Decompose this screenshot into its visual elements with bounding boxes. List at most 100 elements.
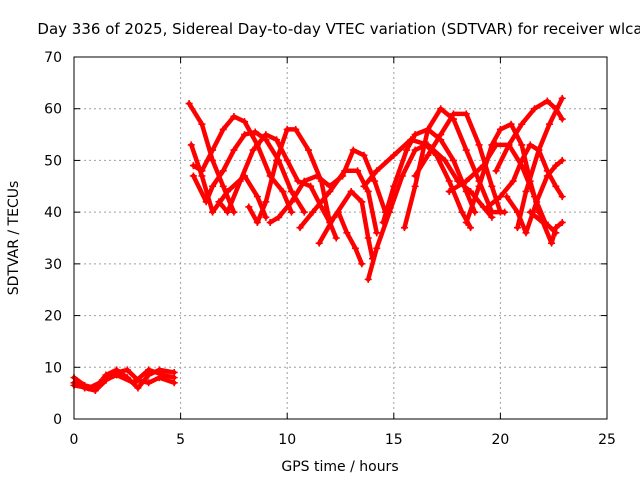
data-point bbox=[513, 224, 521, 232]
data-point bbox=[351, 244, 359, 252]
data-point bbox=[533, 198, 541, 206]
data-point bbox=[411, 146, 419, 154]
chart-title: Day 336 of 2025, Sidereal Day-to-day VTE… bbox=[37, 20, 640, 38]
data-point bbox=[294, 177, 302, 185]
data-point bbox=[462, 146, 470, 154]
data-point bbox=[198, 120, 206, 128]
x-tick-label: 0 bbox=[70, 432, 79, 448]
data-point bbox=[253, 193, 261, 201]
series-arc-19 bbox=[503, 156, 566, 237]
x-tick-label: 5 bbox=[176, 432, 185, 448]
data-point bbox=[251, 128, 259, 136]
series-arc-13 bbox=[360, 136, 496, 221]
data-point bbox=[360, 182, 368, 190]
data-point bbox=[219, 125, 227, 133]
data-point bbox=[543, 97, 551, 105]
data-point bbox=[296, 224, 304, 232]
data-point bbox=[360, 151, 368, 159]
data-point bbox=[462, 177, 470, 185]
data-point bbox=[522, 187, 530, 195]
data-point bbox=[548, 239, 556, 247]
data-point bbox=[215, 198, 223, 206]
data-point bbox=[390, 151, 398, 159]
data-point bbox=[507, 120, 515, 128]
x-tick-label: 15 bbox=[385, 432, 403, 448]
data-point bbox=[531, 105, 539, 113]
data-point bbox=[273, 156, 281, 164]
data-point bbox=[130, 379, 138, 387]
y-tick-label: 60 bbox=[44, 102, 62, 118]
series-arc-22 bbox=[526, 208, 566, 247]
data-point bbox=[292, 125, 300, 133]
data-point bbox=[273, 136, 281, 144]
data-point bbox=[334, 208, 342, 216]
data-point bbox=[364, 234, 372, 242]
data-point bbox=[160, 371, 168, 379]
data-point bbox=[543, 172, 551, 180]
data-point bbox=[287, 187, 295, 195]
series-line bbox=[361, 137, 495, 220]
plot-frame bbox=[73, 56, 608, 420]
data-point bbox=[189, 162, 197, 170]
data-point bbox=[145, 366, 153, 374]
series-arc-21 bbox=[492, 97, 566, 175]
y-tick-label: 50 bbox=[44, 153, 62, 169]
data-point bbox=[305, 146, 313, 154]
series-arc-15 bbox=[411, 110, 504, 216]
data-point bbox=[266, 218, 274, 226]
data-point bbox=[558, 115, 566, 123]
series-arc-10 bbox=[334, 208, 366, 268]
x-axis-label: GPS time / hours bbox=[281, 459, 398, 475]
data-point bbox=[445, 187, 453, 195]
data-point bbox=[326, 187, 334, 195]
y-tick-label: 70 bbox=[44, 50, 62, 66]
data-point bbox=[492, 167, 500, 175]
data-point bbox=[358, 260, 366, 268]
data-point bbox=[315, 239, 323, 247]
data-point bbox=[245, 203, 253, 211]
data-point bbox=[535, 208, 543, 216]
data-point bbox=[558, 156, 566, 164]
data-point bbox=[236, 177, 244, 185]
data-point bbox=[488, 208, 496, 216]
y-tick-label: 40 bbox=[44, 205, 62, 221]
data-point bbox=[113, 371, 121, 379]
data-point bbox=[411, 131, 419, 139]
data-point bbox=[458, 208, 466, 216]
data-point bbox=[441, 156, 449, 164]
data-point bbox=[219, 182, 227, 190]
data-point bbox=[373, 167, 381, 175]
data-point bbox=[262, 131, 270, 139]
y-tick-label: 30 bbox=[44, 257, 62, 273]
data-point bbox=[253, 218, 261, 226]
data-point bbox=[313, 172, 321, 180]
data-point bbox=[283, 125, 291, 133]
data-point bbox=[471, 208, 479, 216]
data-point bbox=[449, 156, 457, 164]
data-point bbox=[341, 167, 349, 175]
data-point bbox=[209, 182, 217, 190]
data-point bbox=[454, 177, 462, 185]
data-point bbox=[403, 146, 411, 154]
data-point bbox=[96, 379, 104, 387]
data-point bbox=[185, 100, 193, 108]
data-point bbox=[241, 118, 249, 126]
data-point bbox=[224, 187, 232, 195]
series-arc-9 bbox=[315, 187, 376, 263]
grid bbox=[74, 57, 607, 419]
series-line bbox=[412, 111, 503, 215]
data-point bbox=[283, 156, 291, 164]
data-point bbox=[424, 151, 432, 159]
series-line bbox=[336, 209, 365, 267]
data-point bbox=[449, 110, 457, 118]
data-point bbox=[85, 384, 93, 392]
data-point bbox=[347, 187, 355, 195]
data-point bbox=[400, 224, 408, 232]
data-point bbox=[488, 141, 496, 149]
data-point bbox=[518, 156, 526, 164]
data-point bbox=[552, 182, 560, 190]
data-point bbox=[309, 208, 317, 216]
data-point bbox=[526, 141, 534, 149]
data-point bbox=[224, 208, 232, 216]
data-point bbox=[209, 156, 217, 164]
